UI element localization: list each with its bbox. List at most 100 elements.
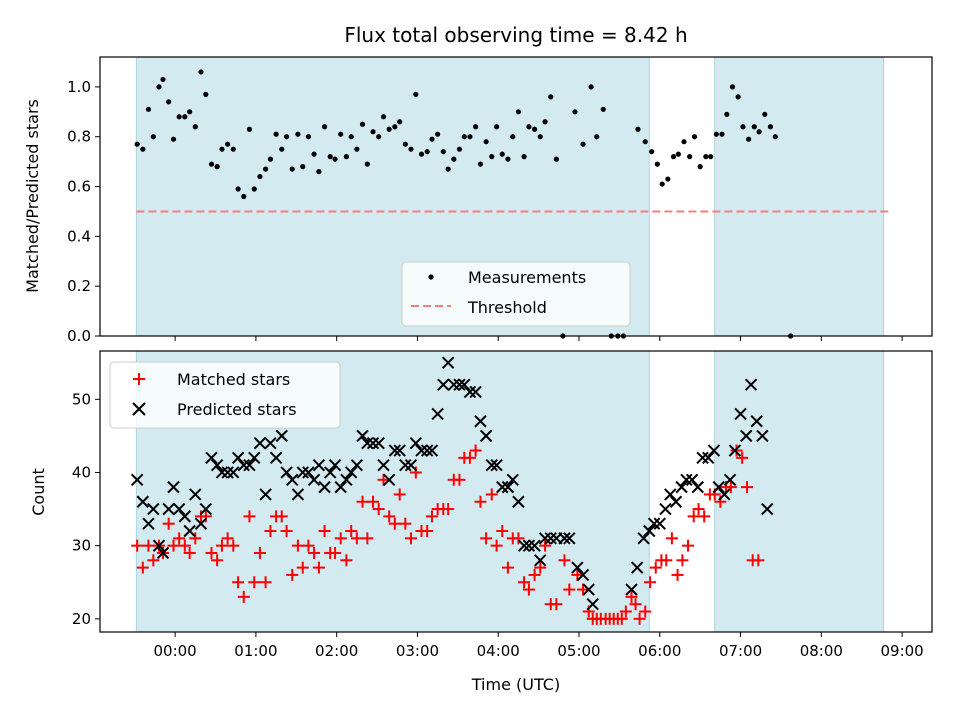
matched-star-point xyxy=(676,554,689,567)
legend-predicted-marker xyxy=(132,402,146,416)
predicted-star-point xyxy=(318,480,331,494)
measurement-point xyxy=(473,124,479,130)
y-tick-label: 0.2 xyxy=(67,277,91,295)
matched-star-point xyxy=(550,598,563,611)
predicted-star-point xyxy=(702,451,715,465)
predicted-star-point xyxy=(399,458,412,472)
matched-star-point xyxy=(563,583,576,596)
measurement-point xyxy=(729,84,736,90)
predicted-star-point xyxy=(172,502,186,516)
predicted-star-point xyxy=(302,466,315,479)
measurement-point xyxy=(343,154,349,160)
predicted-star-point xyxy=(664,488,677,501)
matched-star-point xyxy=(183,546,196,559)
predicted-star-point xyxy=(275,429,288,443)
predicted-star-point xyxy=(625,583,638,596)
matched-star-point xyxy=(736,451,749,464)
measurement-point xyxy=(219,146,225,152)
matched-star-point xyxy=(730,444,743,457)
predicted-star-point xyxy=(744,378,758,391)
matched-star-point xyxy=(248,576,261,589)
legend-predicted-label: Predicted stars xyxy=(177,400,297,419)
matched-star-point xyxy=(356,495,369,508)
predicted-star-point xyxy=(653,517,666,530)
matched-star-point xyxy=(178,539,191,552)
x-tick-label: 09:00 xyxy=(880,642,923,660)
matched-star-point xyxy=(485,488,498,501)
measurement-point xyxy=(505,156,511,162)
matched-star-point xyxy=(205,546,218,559)
predicted-star-point xyxy=(534,554,547,567)
predicted-star-point xyxy=(147,502,160,516)
matched-star-point xyxy=(291,539,304,552)
measurement-point xyxy=(305,134,312,140)
predicted-star-point xyxy=(441,356,455,369)
matched-star-point xyxy=(409,466,422,479)
predicted-star-point xyxy=(361,436,374,450)
predicted-star-point xyxy=(691,480,704,494)
measurement-point xyxy=(273,131,279,137)
measurement-point xyxy=(267,156,274,162)
measurement-point xyxy=(170,136,177,142)
predicted-star-point xyxy=(215,466,229,479)
plot-frame xyxy=(99,350,933,633)
predicted-star-point xyxy=(586,597,599,611)
y-tick-label: 50 xyxy=(72,390,91,408)
matched-star-point xyxy=(469,444,482,457)
predicted-star-point xyxy=(286,473,299,486)
predicted-star-point xyxy=(328,458,342,472)
predicted-star-point xyxy=(675,480,688,494)
matched-star-point xyxy=(577,583,590,596)
predicted-star-point xyxy=(340,473,353,486)
measurement-point xyxy=(756,129,762,135)
predicted-star-point xyxy=(512,495,525,508)
measurement-point xyxy=(176,114,182,120)
measurement-point xyxy=(156,84,162,90)
predicted-star-point xyxy=(643,524,656,538)
predicted-star-point xyxy=(280,466,293,479)
predicted-star-point xyxy=(136,495,150,508)
matched-star-point xyxy=(692,503,705,516)
matched-star-point xyxy=(571,568,584,581)
measurement-point xyxy=(735,94,741,100)
predicted-star-point xyxy=(558,532,571,545)
measurement-point xyxy=(160,76,166,83)
measurement-point xyxy=(600,106,606,112)
matched-star-point xyxy=(425,510,438,523)
measurement-point xyxy=(327,154,333,160)
predicted-star-point xyxy=(167,480,180,494)
measurement-point xyxy=(697,164,703,170)
predicted-star-point xyxy=(404,458,418,472)
matched-star-point xyxy=(619,605,632,618)
top-legend: Measurements Threshold xyxy=(401,261,631,327)
matched-star-point xyxy=(232,576,245,589)
matched-star-point xyxy=(253,546,266,559)
predicted-star-point xyxy=(231,451,245,465)
y-tick-label: 0.6 xyxy=(67,178,91,196)
matched-star-point xyxy=(147,554,160,567)
y-tick-label: 0.4 xyxy=(67,227,91,245)
measurement-point xyxy=(295,131,301,137)
predicted-star-point xyxy=(463,385,477,399)
measurement-point xyxy=(187,109,193,115)
predicted-star-point xyxy=(162,502,175,516)
matched-star-point xyxy=(189,532,202,545)
measurement-point xyxy=(553,156,559,162)
matched-star-point xyxy=(329,546,342,559)
matched-star-point xyxy=(421,525,434,538)
matched-star-point xyxy=(665,532,678,545)
legend-threshold-label: Threshold xyxy=(467,298,547,317)
predicted-star-point xyxy=(563,532,576,545)
measurement-point xyxy=(440,149,446,155)
measurement-point xyxy=(526,124,532,130)
predicted-star-point xyxy=(659,502,672,516)
measurement-point xyxy=(515,109,522,115)
measurement-point xyxy=(580,141,586,147)
measurement-point xyxy=(548,94,554,100)
matched-star-point xyxy=(480,532,493,545)
measurement-point xyxy=(594,134,600,140)
matched-star-point xyxy=(296,561,309,574)
measurement-point xyxy=(257,173,263,180)
matched-star-point xyxy=(340,554,353,567)
measurement-point xyxy=(145,106,152,112)
